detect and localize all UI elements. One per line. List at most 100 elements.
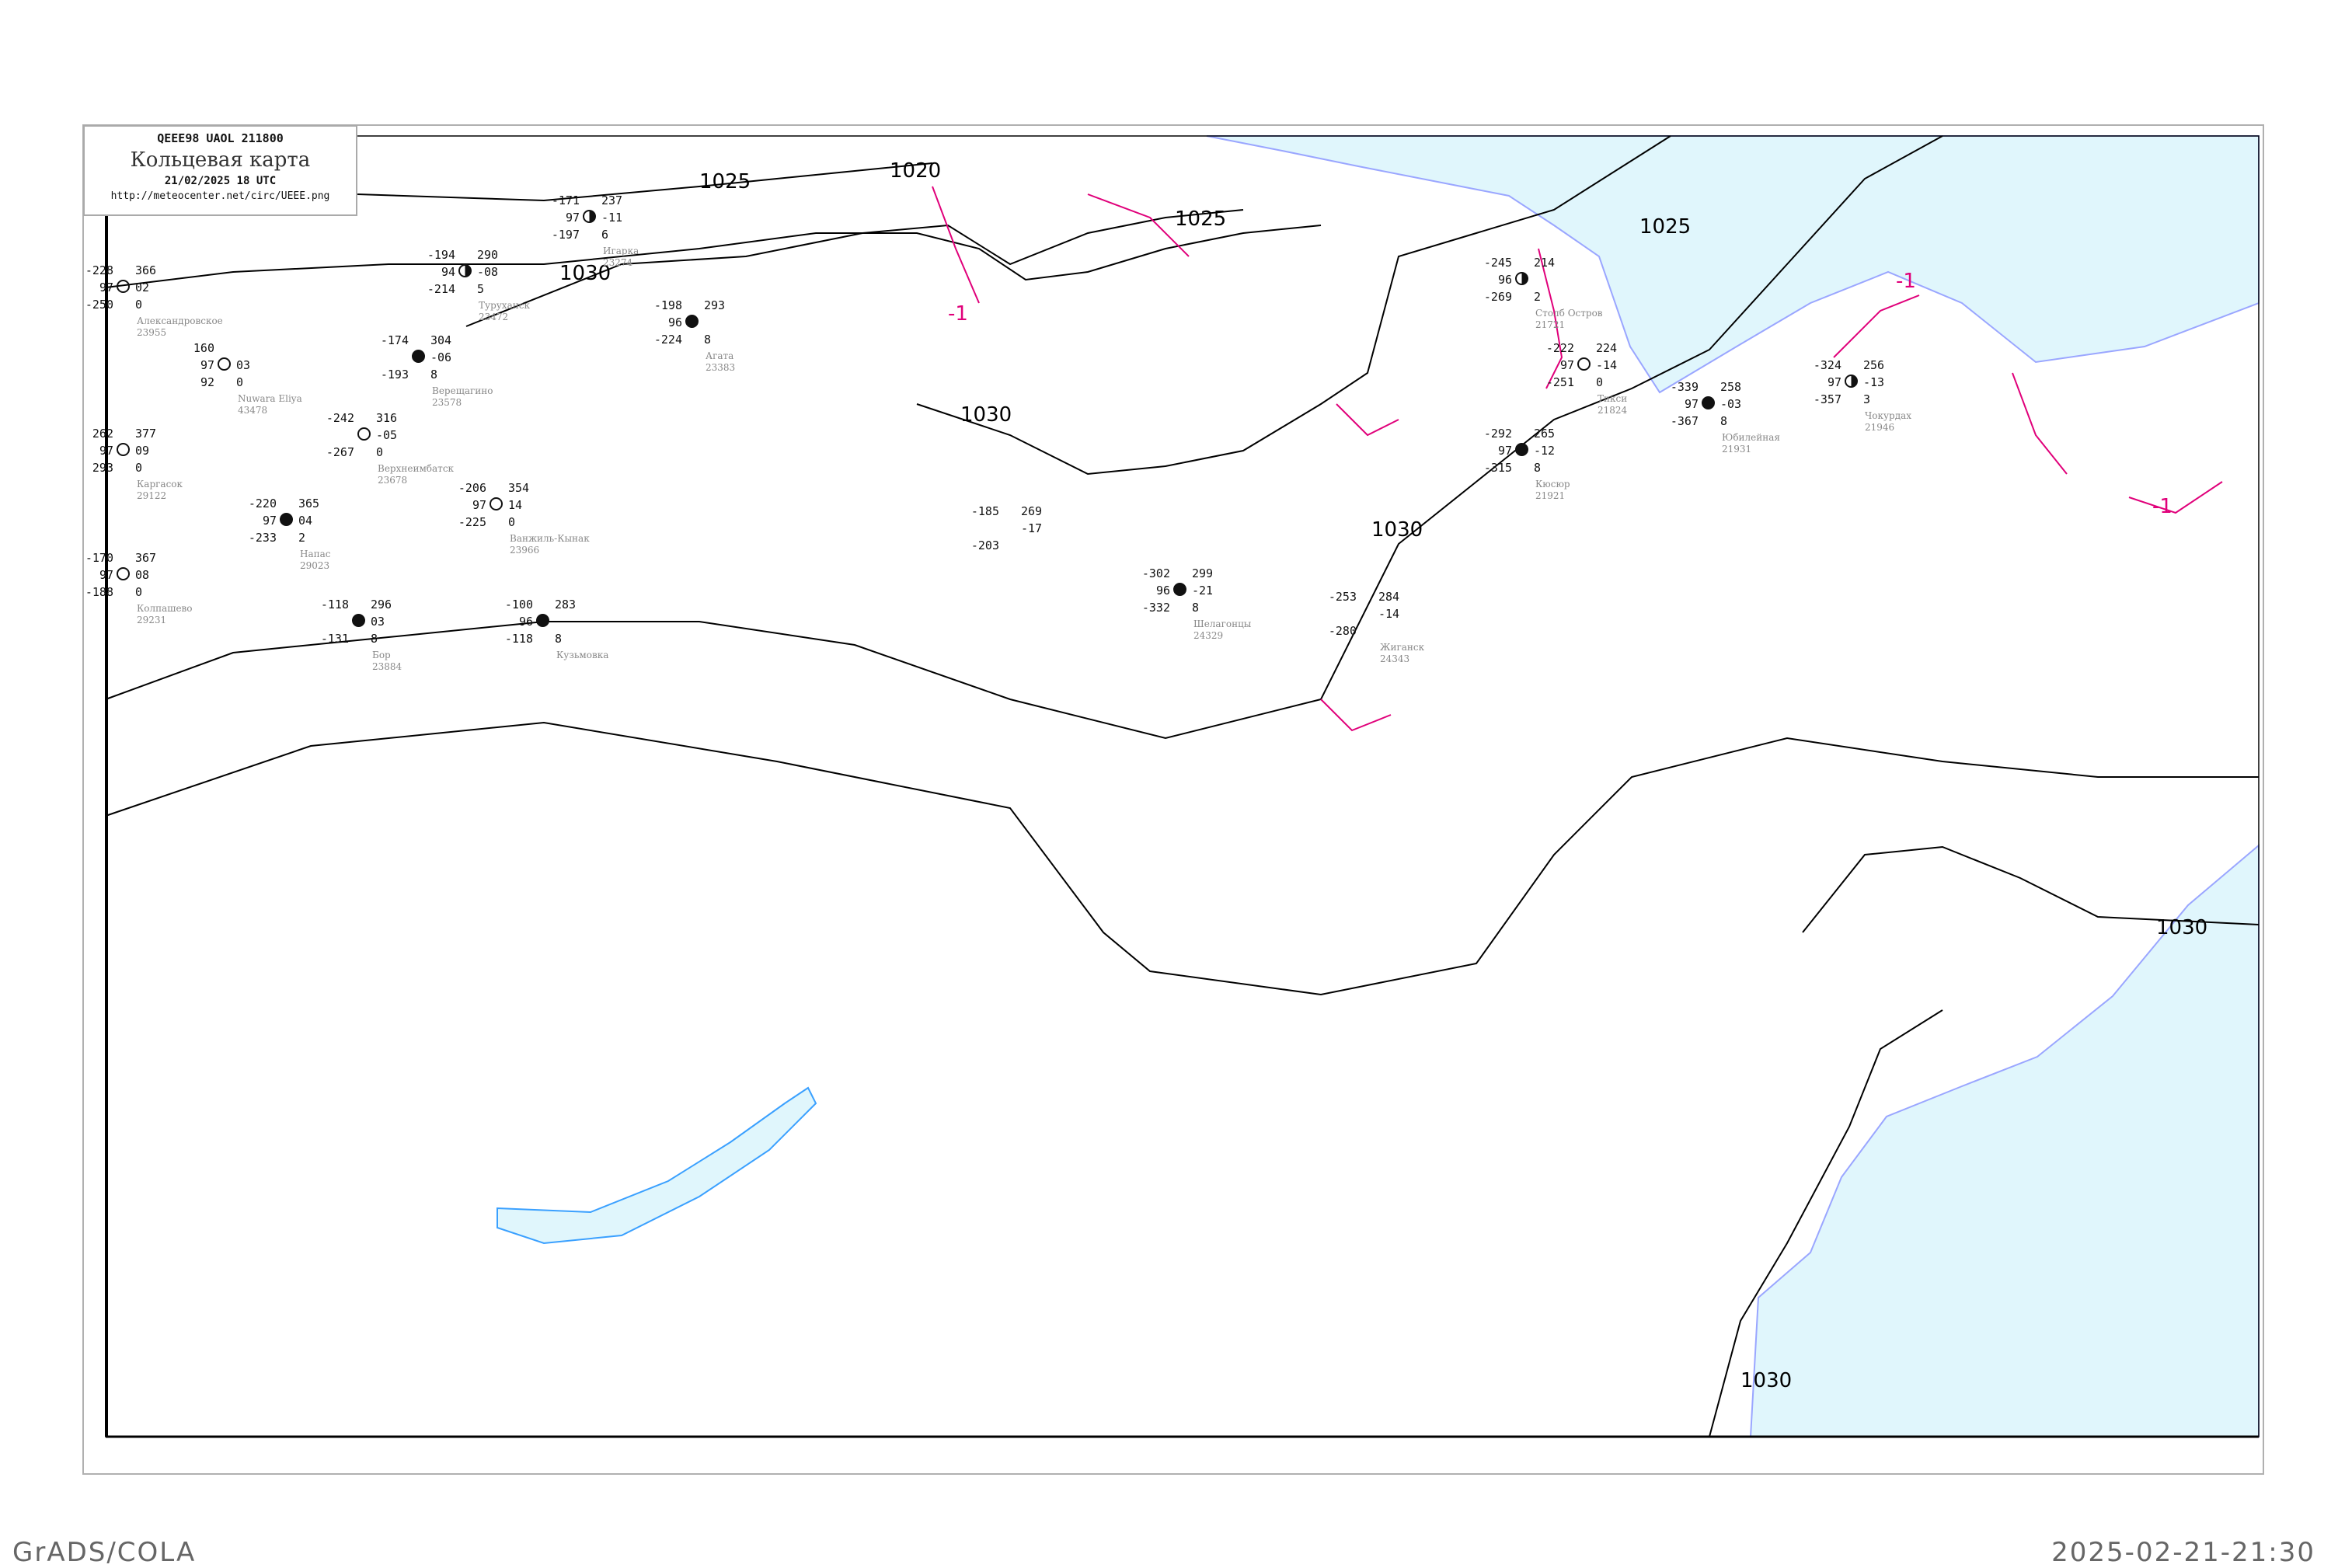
cloud-cover-full-icon	[1702, 396, 1715, 409]
station-dewpoint: -315	[1483, 461, 1512, 475]
station-dewpoint: -269	[1483, 290, 1512, 304]
isobars	[105, 135, 2260, 1437]
lake-baikal	[497, 1086, 817, 1245]
arctic-sea	[1206, 135, 2260, 394]
bulletin-code: QEEE98 UAOL 211800	[157, 131, 284, 145]
station-temperature: -228	[85, 263, 113, 277]
station-cloud-base: 8	[371, 632, 378, 646]
station-index: 43478	[238, 405, 268, 416]
station-pressure-tendency: 14	[508, 498, 523, 512]
station-temperature: -206	[458, 481, 486, 495]
station-temperature: -170	[85, 551, 113, 565]
station-dewpoint: -280	[1328, 624, 1357, 638]
station-temperature: -324	[1813, 358, 1841, 372]
station-index: 29122	[137, 490, 167, 501]
station-visibility: 97	[1497, 444, 1512, 458]
station-index: 23966	[510, 545, 540, 556]
station-visibility: 96	[1155, 584, 1170, 598]
station-dewpoint: -224	[653, 333, 682, 347]
station-index: 21721	[1535, 319, 1566, 330]
isobar-label: 1030	[559, 262, 611, 285]
station-pressure-tendency: 02	[135, 280, 150, 294]
station-name: Каргасок	[137, 479, 183, 490]
station-name: Колпашево	[137, 603, 193, 614]
station-name: Чокурдах	[1865, 410, 1912, 421]
station-pressure: 265	[1534, 427, 1556, 441]
station-visibility: 97	[262, 514, 277, 528]
isobar-label: 1025	[1639, 215, 1691, 239]
station-name: Бор	[372, 650, 391, 660]
station-dewpoint: 92	[200, 375, 214, 389]
station-dewpoint: -203	[970, 538, 999, 552]
station-pressure-tendency: -08	[477, 265, 499, 279]
station-name: Ванжиль-Кынак	[510, 533, 590, 544]
map-title: Кольцевая карта	[130, 148, 311, 172]
station-pressure-tendency: -11	[601, 211, 623, 225]
station-temperature: -174	[380, 333, 409, 347]
station-temperature: -245	[1483, 256, 1512, 270]
station-temperature: 160	[193, 341, 214, 355]
station-pressure: 365	[298, 497, 320, 510]
station-pressure: 299	[1192, 566, 1214, 580]
station-cloud-base: 8	[555, 632, 563, 646]
source-url: http://meteocenter.net/circ/UEEE.png	[110, 190, 330, 202]
station-pressure-tendency: 03	[371, 615, 385, 629]
station-pressure-tendency: -03	[1720, 397, 1742, 411]
station-cloud-base: 6	[601, 228, 609, 242]
footer-timestamp: 2025-02-21-21:30	[2051, 1537, 2315, 1568]
footer-software-label: GrADS/COLA	[12, 1537, 197, 1568]
station-cloud-base: 2	[298, 531, 306, 545]
cloud-cover-empty-icon	[117, 280, 130, 293]
station-index: 29023	[300, 560, 330, 571]
station-pressure: 224	[1596, 341, 1618, 355]
cloud-cover-full-icon	[1173, 583, 1186, 596]
isobar-label: 1030	[1371, 518, 1423, 542]
station-pressure: 296	[371, 598, 392, 612]
station-visibility: 97	[99, 280, 113, 294]
station-visibility: 97	[1559, 358, 1574, 372]
cloud-cover-half-icon	[1515, 272, 1528, 285]
cloud-cover-empty-icon	[490, 497, 503, 510]
cloud-cover-full-icon	[412, 350, 425, 363]
map-datetime: 21/02/2025 18 UTC	[164, 175, 277, 187]
station-index: 23383	[706, 362, 736, 373]
station-index: 24343	[1380, 653, 1410, 664]
station-name: Юбилейная	[1722, 432, 1780, 443]
station-pressure-tendency: 04	[298, 514, 313, 528]
station-cloud-base: 8	[1720, 414, 1728, 428]
station-name: Nuwara Eliya	[238, 393, 302, 404]
station-visibility: 97	[1684, 397, 1699, 411]
station-name: Напас	[300, 549, 331, 559]
station-temperature: -185	[970, 504, 999, 518]
station-dewpoint: -250	[85, 298, 113, 312]
station-temperature: -222	[1545, 341, 1574, 355]
isotherm-label: -1	[948, 302, 968, 326]
station-visibility: 97	[472, 498, 486, 512]
station-cloud-base: 0	[236, 375, 244, 389]
station-temperature: -302	[1141, 566, 1170, 580]
station-visibility: 96	[667, 315, 682, 329]
cloud-cover-empty-icon	[357, 427, 371, 441]
station-dewpoint: -193	[380, 368, 409, 382]
station-index: 23884	[372, 661, 402, 672]
station-name: Верещагино	[432, 385, 493, 396]
station-index: 21921	[1535, 490, 1566, 501]
station-index: 24329	[1193, 630, 1224, 641]
isobar-label: 1025	[699, 170, 751, 193]
station-temperature: -100	[504, 598, 533, 612]
station-dewpoint: -267	[326, 445, 354, 459]
station-index: 21946	[1865, 422, 1895, 433]
station-cloud-base: 8	[430, 368, 438, 382]
cloud-cover-empty-icon	[117, 567, 130, 580]
isobar-label: 1030	[1740, 1369, 1792, 1392]
station-name: Тикси	[1598, 393, 1628, 404]
station-temperature: -292	[1483, 427, 1512, 441]
station-pressure-tendency: 03	[236, 358, 251, 372]
station-dewpoint: -214	[427, 282, 455, 296]
station-pressure: 283	[555, 598, 577, 612]
station-cloud-base: 8	[1534, 461, 1542, 475]
station-cloud-base: 8	[704, 333, 712, 347]
station-pressure-tendency: -17	[1021, 521, 1043, 535]
station-pressure-tendency: -13	[1863, 375, 1885, 389]
